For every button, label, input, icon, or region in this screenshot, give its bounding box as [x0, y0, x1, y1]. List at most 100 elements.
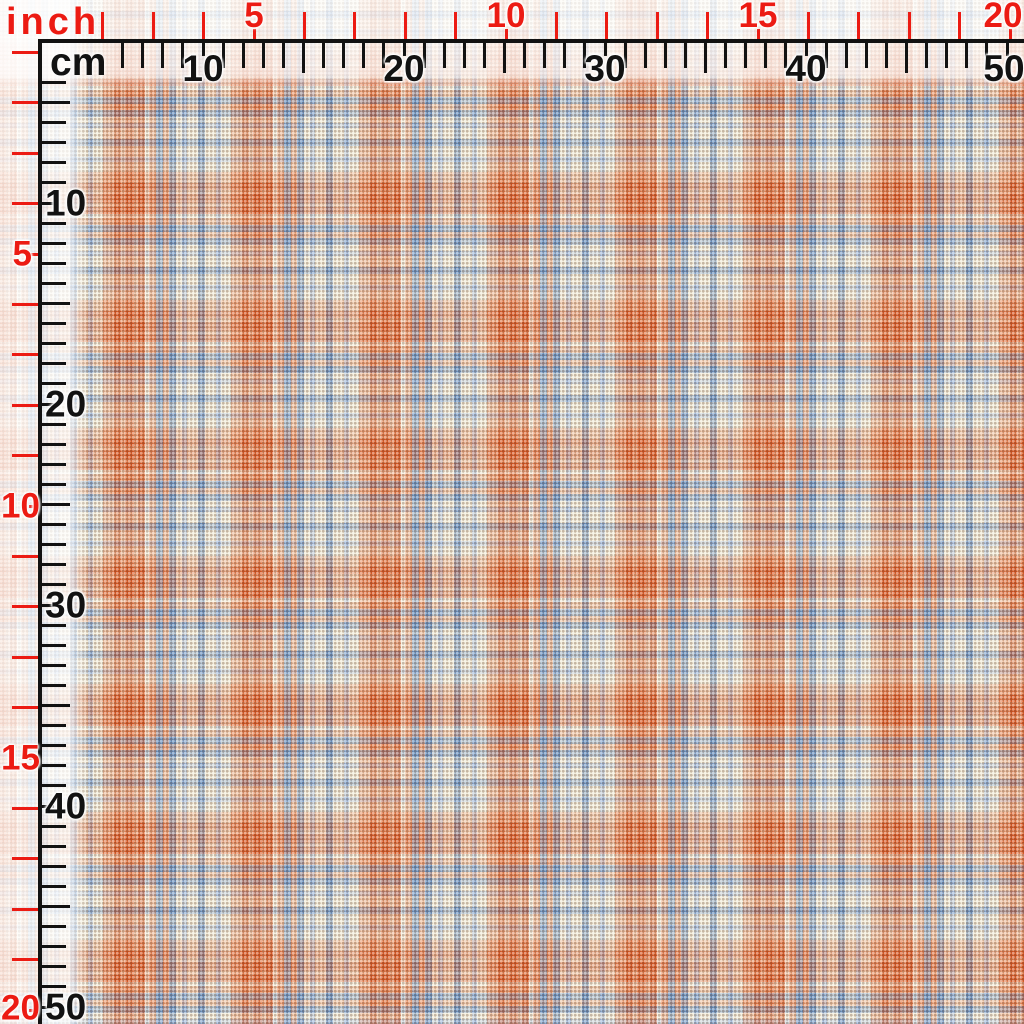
- cm-tick: [442, 43, 446, 68]
- inch-tick: [12, 605, 38, 609]
- cm-tick: [302, 43, 305, 73]
- cm-tick: [261, 43, 265, 68]
- inch-number: 20: [983, 0, 1023, 35]
- inch-tick: [302, 12, 306, 39]
- inch-number: 15: [738, 0, 778, 35]
- inch-tick: [12, 907, 38, 911]
- cm-tick: [42, 161, 66, 165]
- cm-tick: [945, 43, 949, 68]
- inch-tick: [29, 504, 38, 508]
- cm-tick: [42, 402, 54, 406]
- cm-tick: [42, 965, 66, 969]
- inch-number: 15: [1, 738, 40, 778]
- cm-tick: [643, 43, 647, 68]
- cm-tick: [42, 221, 66, 225]
- cm-tick: [42, 322, 66, 326]
- cm-tick: [42, 563, 66, 567]
- cm-tick: [42, 462, 66, 466]
- cm-tick: [322, 43, 326, 68]
- cm-tick: [744, 43, 748, 68]
- cm-tick: [42, 101, 70, 104]
- cm-tick: [42, 663, 66, 667]
- cm-tick: [342, 43, 346, 68]
- cm-tick: [42, 603, 54, 607]
- cm-tick: [42, 141, 66, 145]
- cm-tick: [42, 884, 66, 888]
- cm-tick: [503, 43, 506, 73]
- top-ruler-baseline: [38, 39, 1024, 43]
- cm-tick: [42, 362, 66, 366]
- inch-tick: [605, 12, 609, 39]
- cm-tick: [905, 43, 908, 73]
- cm-tick: [663, 43, 667, 68]
- cm-tick: [42, 261, 66, 265]
- inch-tick: [252, 29, 256, 39]
- cm-tick: [42, 80, 66, 84]
- cm-tick: [42, 583, 66, 587]
- cm-tick: [42, 784, 66, 788]
- inch-number: 5: [244, 0, 264, 35]
- inch-tick: [29, 252, 38, 256]
- cm-tick: [965, 43, 969, 68]
- cm-tick: [42, 683, 66, 687]
- cm-tick: [42, 503, 70, 506]
- cm-tick: [704, 43, 707, 73]
- cm-tick: [402, 43, 406, 56]
- cm-tick: [221, 43, 225, 68]
- cm-tick: [824, 43, 828, 68]
- cm-tick: [764, 43, 768, 68]
- cm-number: 10: [182, 48, 224, 89]
- cm-tick: [925, 43, 929, 68]
- inch-tick: [12, 50, 38, 54]
- inch-tick: [151, 12, 155, 39]
- cm-tick: [42, 543, 66, 547]
- inch-tick: [29, 756, 38, 760]
- cm-number: 10: [45, 182, 87, 224]
- cm-tick: [42, 201, 54, 205]
- inch-tick: [554, 12, 558, 39]
- cm-tick: [523, 43, 527, 68]
- cm-number: 50: [983, 48, 1024, 89]
- cm-tick: [42, 864, 66, 868]
- inch-tick: [706, 12, 710, 39]
- cm-tick: [161, 43, 165, 68]
- cm-tick: [1005, 43, 1009, 56]
- cm-number: 50: [45, 986, 87, 1024]
- cm-tick: [382, 43, 386, 68]
- inch-unit-label: inch: [6, 1, 101, 43]
- cm-tick: [985, 43, 989, 68]
- cm-tick: [884, 43, 888, 68]
- inch-tick: [806, 12, 810, 39]
- inch-number: 5: [12, 234, 32, 274]
- cm-tick: [784, 43, 788, 68]
- inch-tick: [756, 29, 760, 39]
- cm-tick: [724, 43, 728, 68]
- cm-tick: [42, 623, 66, 627]
- cm-number: 20: [45, 383, 87, 425]
- cm-tick: [42, 804, 54, 808]
- inch-number: 10: [1, 486, 40, 526]
- cm-tick: [583, 43, 587, 68]
- cm-tick: [241, 43, 245, 68]
- inch-tick: [454, 12, 458, 39]
- inch-tick: [12, 958, 38, 962]
- cm-tick: [603, 43, 607, 56]
- cm-tick: [623, 43, 627, 68]
- inch-tick: [101, 12, 105, 39]
- cm-tick: [141, 43, 145, 68]
- left-ruler-baseline: [38, 39, 42, 1024]
- inch-tick: [907, 12, 911, 39]
- cm-tick: [42, 643, 66, 647]
- inch-tick: [12, 554, 38, 558]
- inch-tick: [1008, 29, 1012, 39]
- cm-tick: [864, 43, 868, 68]
- cm-number: 30: [584, 48, 626, 89]
- cm-tick: [563, 43, 567, 68]
- cm-tick: [42, 281, 66, 285]
- inch-tick: [12, 454, 38, 458]
- cm-tick: [121, 43, 125, 68]
- cm-tick: [42, 905, 70, 908]
- cm-unit-label: cm: [50, 41, 107, 84]
